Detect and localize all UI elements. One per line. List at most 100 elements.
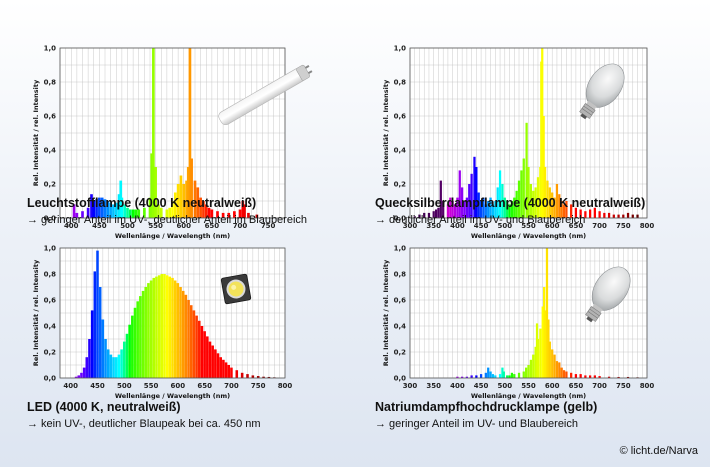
spectrum-bar bbox=[251, 375, 255, 378]
x-tick-label: 700 bbox=[224, 382, 239, 390]
spectrum-bar bbox=[543, 310, 547, 378]
spectrum-bar bbox=[88, 339, 91, 378]
spectrum-bar bbox=[449, 197, 452, 218]
spectrum-bar bbox=[522, 371, 525, 378]
spectrum-bar bbox=[434, 209, 438, 218]
x-axis-label: Wellenlänge / Wavelength (nm) bbox=[115, 232, 230, 240]
spectrum-bar bbox=[574, 207, 578, 218]
panel-mercury: 0,0 0,2 0,4 0,6 0,8 1,0 300 350 400 450 500 550 600 6… bbox=[355, 0, 710, 241]
spectrum-bar bbox=[123, 204, 127, 218]
spectrum-bar bbox=[484, 372, 487, 378]
spectrum-bar bbox=[134, 209, 138, 218]
spectrum-bar bbox=[207, 207, 211, 218]
x-tick-label: 650 bbox=[569, 222, 584, 230]
spectrum-bar bbox=[475, 375, 478, 378]
spectrum-bar bbox=[104, 339, 107, 378]
x-tick-label: 500 bbox=[117, 382, 132, 390]
spectrum-bar bbox=[80, 372, 83, 378]
spectrum-bar bbox=[93, 271, 97, 378]
spectrum-bar bbox=[189, 305, 193, 378]
spectrum-bar bbox=[150, 153, 154, 218]
spectrum-bar bbox=[536, 177, 540, 218]
spectrum-bar bbox=[498, 170, 502, 218]
spectrum-bar bbox=[487, 367, 490, 378]
spectrum-bar bbox=[126, 207, 129, 218]
spectrum-bar bbox=[570, 204, 573, 218]
spectrum-bar bbox=[216, 211, 219, 218]
spectrum-bar bbox=[74, 376, 78, 378]
spectrum-bar bbox=[112, 357, 115, 378]
spectrum-bar bbox=[574, 374, 578, 378]
y-tick-label: 1,0 bbox=[44, 245, 57, 253]
spectrum-bar bbox=[101, 319, 105, 378]
spectrum-bar bbox=[607, 376, 611, 378]
y-tick-label: 0,8 bbox=[394, 271, 407, 279]
x-tick-label: 700 bbox=[592, 382, 607, 390]
x-axis-label: Wellenlänge / Wavelength (nm) bbox=[115, 392, 230, 400]
x-tick-label: 650 bbox=[569, 382, 584, 390]
spectrum-bar bbox=[603, 212, 606, 218]
y-tick-label: 0,0 bbox=[394, 375, 407, 383]
spectrum-bar bbox=[458, 170, 461, 218]
panel-title: Natriumdampfhochdrucklampe (gelb) bbox=[375, 400, 598, 414]
spectrum-bar bbox=[106, 201, 110, 218]
spectrum-bar bbox=[494, 375, 497, 378]
spectrum-bar bbox=[206, 336, 209, 378]
spectrum-bar bbox=[238, 209, 242, 218]
spectrum-bar bbox=[510, 201, 514, 218]
spectrum-bar bbox=[489, 197, 492, 218]
spectrum-bar bbox=[562, 370, 566, 378]
panel-subtitle: → geringer Anteil im UV-, deutlicher Ant… bbox=[27, 214, 308, 226]
led-chip-icon bbox=[218, 271, 254, 307]
x-tick-label: 500 bbox=[120, 222, 135, 230]
spectrum-bar bbox=[125, 333, 129, 378]
y-tick-label: 0,6 bbox=[394, 113, 407, 121]
spectrum-bar bbox=[461, 187, 464, 218]
spectrum-bar bbox=[617, 376, 620, 378]
spectrum-bar bbox=[532, 190, 535, 218]
x-tick-label: 350 bbox=[426, 222, 441, 230]
spectrum-bar bbox=[588, 375, 592, 378]
spectrum-bar bbox=[541, 306, 544, 378]
y-tick-label: 0,0 bbox=[44, 215, 57, 223]
spectrum-bar bbox=[165, 275, 169, 378]
spectrum-bar bbox=[525, 122, 528, 218]
spectrum-bar bbox=[501, 184, 504, 218]
panel-sodium: 0,0 0,2 0,4 0,6 0,8 1,0 300 350 400 450 500 550 600 6… bbox=[355, 235, 710, 467]
spectrum-bar bbox=[496, 187, 499, 218]
x-tick-label: 750 bbox=[616, 382, 631, 390]
x-tick-label: 450 bbox=[92, 222, 107, 230]
spectrum-bar bbox=[520, 170, 523, 218]
spectrum-bar bbox=[593, 375, 596, 378]
spectrum-bar bbox=[479, 374, 483, 378]
spectrum-bar bbox=[139, 296, 142, 378]
x-tick-label: 300 bbox=[403, 382, 418, 390]
y-tick-label: 0,4 bbox=[44, 147, 57, 155]
spectrum-bar bbox=[114, 202, 118, 218]
spectrum-bar bbox=[199, 197, 202, 218]
spectrum-bar bbox=[222, 359, 225, 378]
spectrum-bar bbox=[227, 212, 231, 218]
spectrum-bar bbox=[527, 365, 530, 378]
y-axis-label: Rel. Intensität / rel. Intensity bbox=[32, 79, 40, 186]
spectrum-bar bbox=[558, 194, 561, 218]
spectrum-bar bbox=[204, 204, 208, 218]
spectrum-bar bbox=[233, 211, 236, 218]
spectrum-bar bbox=[103, 199, 107, 218]
spectrum-bar bbox=[168, 207, 172, 218]
spectrum-bar bbox=[534, 346, 537, 378]
spectrum-bar bbox=[86, 207, 90, 218]
spectrum-bar bbox=[128, 324, 131, 378]
spectrum-bar bbox=[548, 341, 551, 378]
spectrum-bar bbox=[171, 201, 174, 218]
x-tick-label: 650 bbox=[197, 382, 212, 390]
spectrum-bar bbox=[593, 207, 596, 218]
spectrum-bar bbox=[423, 212, 426, 218]
spectrum-bar bbox=[498, 374, 502, 378]
spectrum-bar bbox=[470, 173, 473, 218]
spectrum-bar bbox=[219, 357, 222, 378]
spectrum-bar bbox=[216, 353, 220, 378]
x-tick-label: 400 bbox=[63, 382, 78, 390]
spectrum-bar bbox=[508, 375, 511, 378]
spectrum-bar bbox=[203, 331, 206, 378]
